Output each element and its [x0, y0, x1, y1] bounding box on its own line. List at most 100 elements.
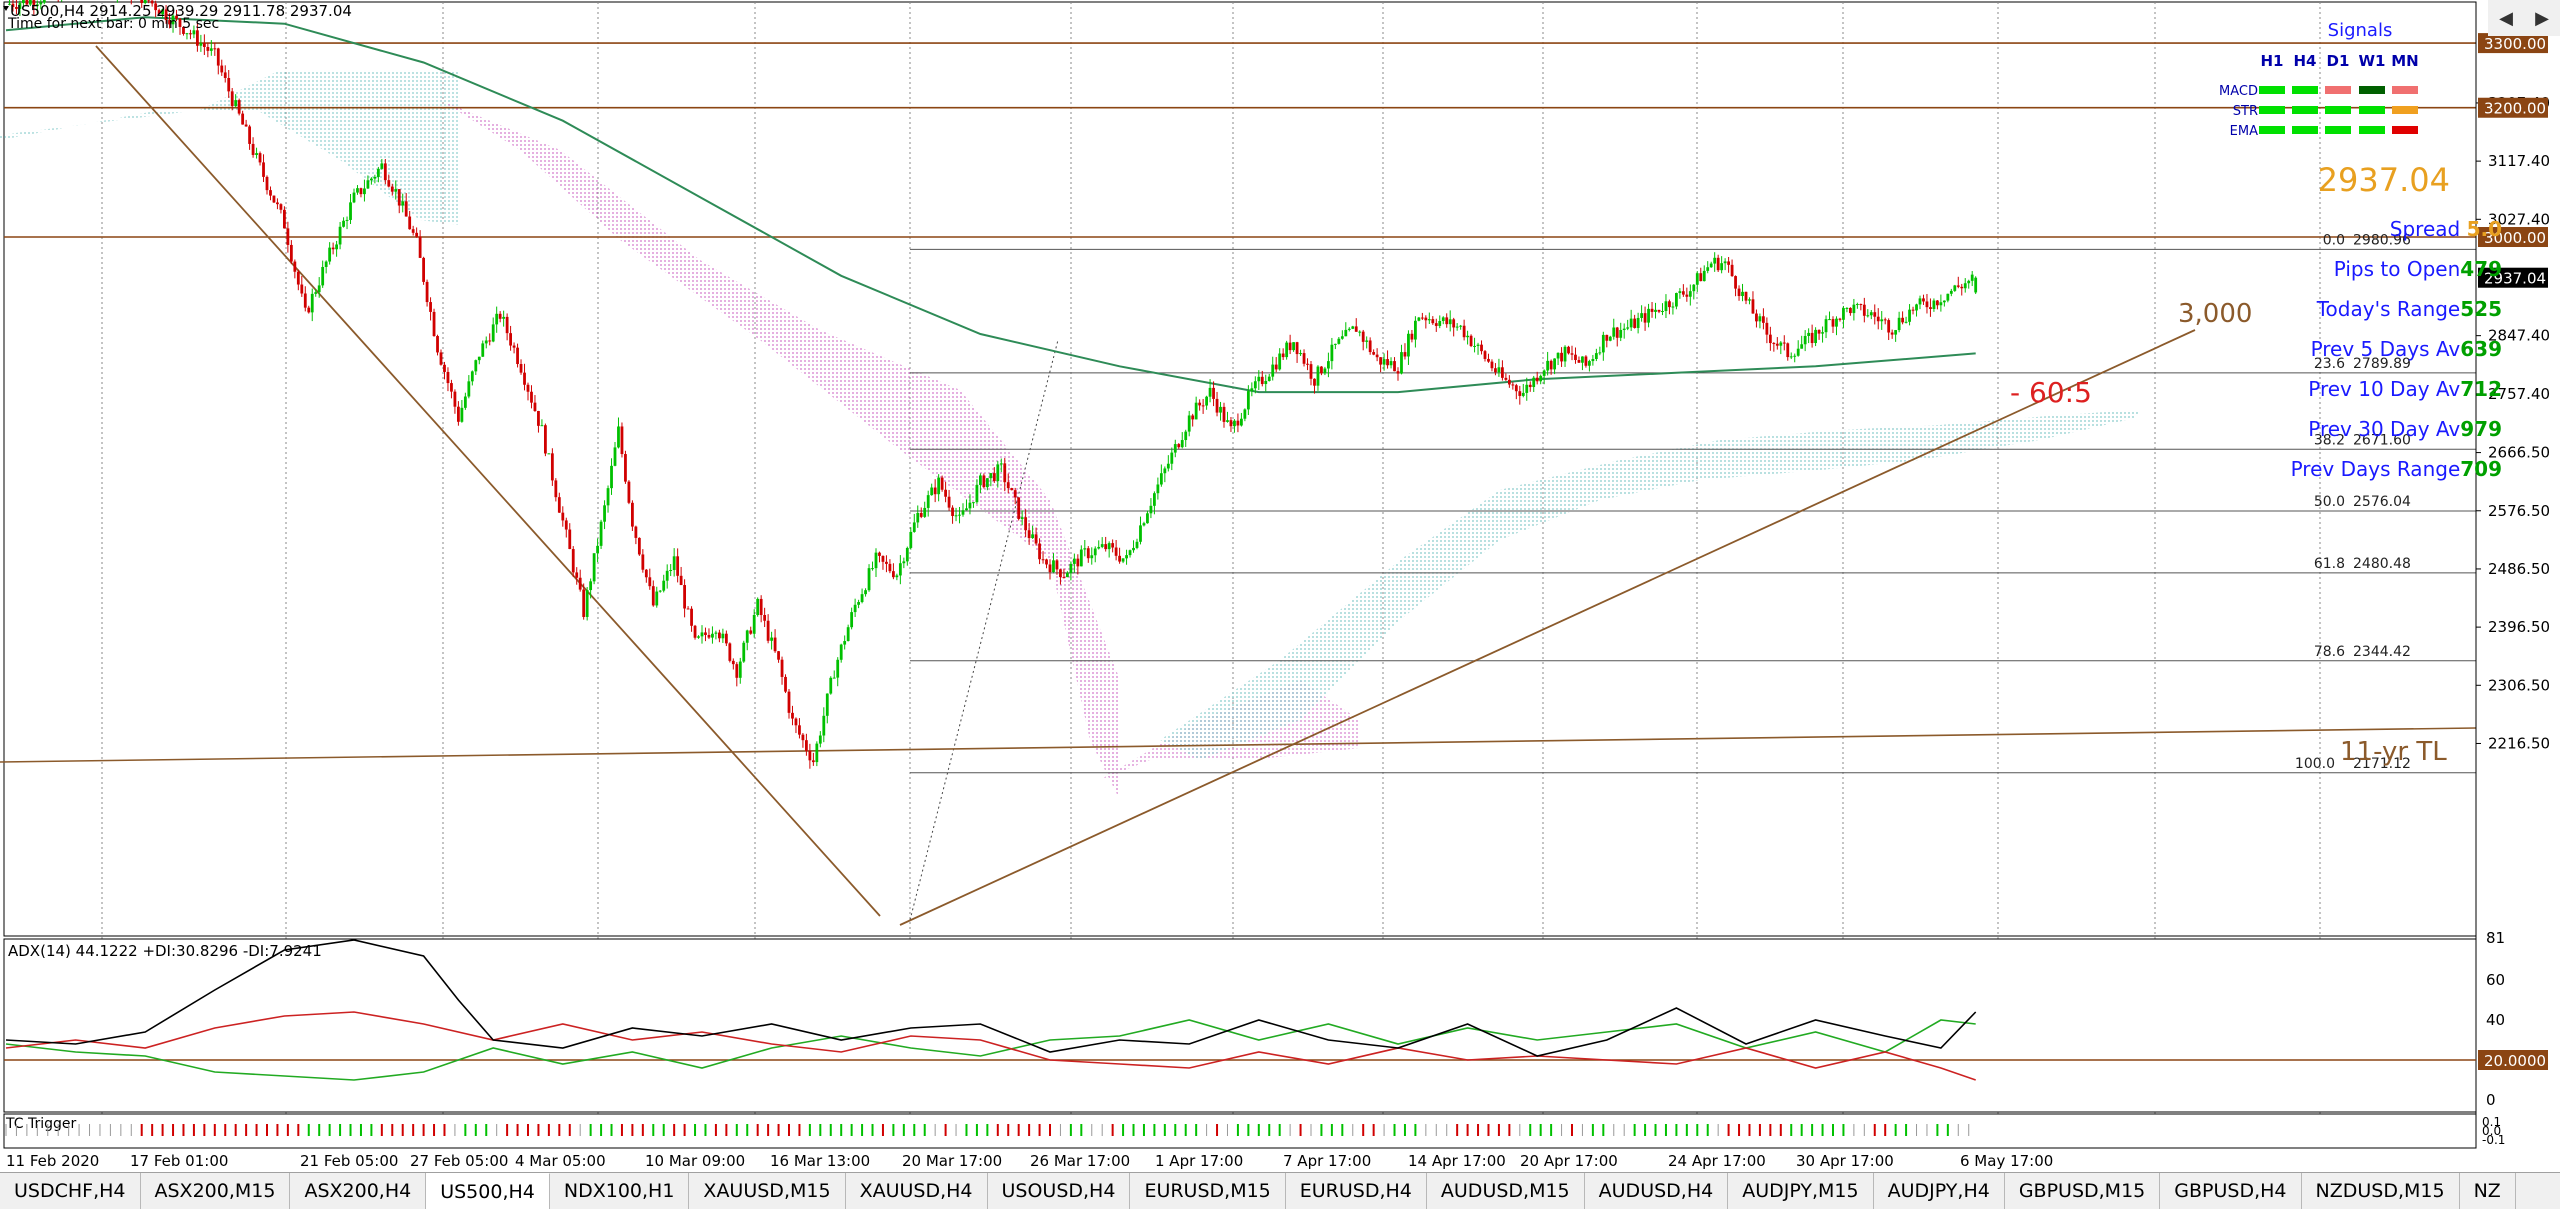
candle-body-119	[418, 236, 422, 258]
candle-body-303	[1059, 569, 1062, 578]
candle-body-506	[1765, 322, 1769, 335]
time-axis-label-11: 14 Apr 17:00	[1408, 1152, 1506, 1170]
candle-body-203	[711, 633, 714, 638]
candle-body-126	[443, 364, 446, 372]
candle-body-76	[269, 190, 272, 196]
candle-body-525	[1831, 319, 1835, 327]
level-tag-1	[2478, 33, 2548, 54]
candle-body-513	[1789, 356, 1793, 358]
chart-tab-ndx100-h1[interactable]: NDX100,H1	[550, 1173, 690, 1209]
candle-body-145	[509, 333, 512, 346]
chart-tab-audusd-m15[interactable]: AUDUSD,M15	[1427, 1173, 1585, 1209]
candle-body-175	[613, 447, 617, 466]
candle-body-388	[1354, 326, 1358, 332]
candle-body-516	[1800, 344, 1804, 349]
candle-body-69	[244, 124, 248, 127]
candle-body-106	[373, 176, 377, 179]
candle-body-268	[937, 477, 941, 495]
tab-scroll-left-icon[interactable]: ◀	[2488, 0, 2524, 36]
chart-tab-gbpusd-m15[interactable]: GBPUSD,M15	[2005, 1173, 2161, 1209]
candle-body-353	[1233, 420, 1236, 427]
candle-body-257	[898, 563, 902, 576]
candle-body-77	[272, 195, 276, 203]
candle-body-139	[488, 340, 492, 342]
candle-body-248	[867, 568, 871, 591]
candle-body-195	[683, 585, 686, 609]
candle-body-531	[1852, 304, 1856, 314]
candle-body-72	[255, 153, 258, 155]
candle-body-97	[342, 220, 345, 227]
candle-body-475	[1657, 309, 1661, 312]
candle-body-325	[1135, 541, 1139, 548]
time-axis-label-6: 16 Mar 13:00	[770, 1152, 870, 1170]
fib-price-label-5: 2344.42	[2353, 644, 2411, 660]
candle-body-494	[1723, 261, 1727, 264]
candle-body-141	[495, 313, 499, 325]
candle-body-193	[676, 556, 680, 576]
candle-body-140	[491, 324, 495, 342]
candle-body-518	[1807, 332, 1811, 336]
candle-body-217	[759, 598, 763, 616]
chart-tab-xauusd-h4[interactable]: XAUUSD,H4	[846, 1173, 988, 1209]
annotation-gap: - 60:5	[2010, 376, 2092, 409]
candle-body-519	[1810, 332, 1814, 344]
candle-body-320	[1118, 555, 1121, 562]
chart-tab-gbpusd-h4[interactable]: GBPUSD,H4	[2160, 1173, 2302, 1209]
candle-body-404	[1410, 333, 1414, 340]
candle-body-438	[1528, 384, 1532, 388]
candle-body-131	[460, 407, 464, 422]
candle-body-332	[1159, 473, 1163, 485]
candle-body-187	[655, 591, 659, 606]
candle-body-543	[1894, 330, 1898, 335]
candle-body-83	[293, 261, 297, 272]
candle-body-321	[1121, 558, 1125, 562]
tc-axis-label-2: -0.1	[2482, 1133, 2505, 1147]
adx-plus-di-line	[5, 1019, 1976, 1081]
chart-tab-eurusd-h4[interactable]: EURUSD,H4	[1286, 1173, 1427, 1209]
candle-body-125	[439, 352, 443, 365]
candle-body-211	[738, 661, 742, 678]
chart-tab-usdchf-h4[interactable]: USDCHF,H4	[0, 1173, 141, 1209]
chart-tab-eurusd-m15[interactable]: EURUSD,M15	[1130, 1173, 1286, 1209]
candle-body-346	[1208, 387, 1212, 397]
chart-tab-audjpy-h4[interactable]: AUDJPY,H4	[1874, 1173, 2005, 1209]
stat-prev-5-days-av-value: 639	[2460, 337, 2502, 361]
candle-body-46	[164, 9, 168, 21]
chart-tab-audusd-h4[interactable]: AUDUSD,H4	[1585, 1173, 1729, 1209]
chart-tab-xauusd-m15[interactable]: XAUUSD,M15	[689, 1173, 846, 1209]
candle-body-273	[954, 515, 958, 517]
stat-todays-range-value: 525	[2460, 297, 2502, 321]
tab-scroll-right-icon[interactable]: ▶	[2524, 0, 2560, 36]
chart-tab-audjpy-m15[interactable]: AUDJPY,M15	[1728, 1173, 1874, 1209]
candle-body-507	[1768, 334, 1772, 344]
fib-level-label-0: 0.0	[2323, 232, 2345, 248]
time-axis-label-15: 6 May 17:00	[1960, 1152, 2053, 1170]
chart-tab-nzdusd-m15[interactable]: NZDUSD,M15	[2302, 1173, 2460, 1209]
chart-canvas[interactable]: 0.0 2980.96 23.6 2789.89 38.2 2671.60 50.0 2576…	[0, 0, 2560, 1172]
ichimoku-cloud-bearish	[440, 100, 1120, 800]
chart-tab-us500-h4[interactable]: US500,H4	[426, 1173, 550, 1209]
candle-body-554	[1932, 300, 1936, 310]
chart-tab-usousd-h4[interactable]: USOUSD,H4	[988, 1173, 1131, 1209]
candle-body-416	[1452, 319, 1456, 328]
chart-tab-asx200-h4[interactable]: ASX200,H4	[290, 1173, 427, 1209]
candle-body-503	[1755, 313, 1758, 322]
candle-body-234	[818, 735, 822, 744]
candle-body-73	[258, 153, 262, 163]
candle-body-104	[366, 180, 370, 189]
chart-tab-nz[interactable]: NZ	[2460, 1173, 2516, 1209]
candle-body-498	[1737, 288, 1741, 297]
candle-body-358	[1250, 388, 1254, 392]
candle-body-80	[283, 209, 286, 229]
candle-body-197	[690, 608, 693, 626]
stat-spread: Spread 5.0	[2390, 217, 2502, 241]
current-price-tag-label: 2937.04	[2484, 270, 2546, 288]
candle-body-283	[989, 473, 993, 479]
candle-body-512	[1786, 343, 1790, 358]
adx-minus-di-line	[5, 1011, 1976, 1081]
candle-body-114	[401, 201, 405, 206]
chart-tab-asx200-m15[interactable]: ASX200,M15	[141, 1173, 291, 1209]
candle-body-446	[1556, 352, 1560, 359]
candle-body-423	[1476, 344, 1480, 346]
